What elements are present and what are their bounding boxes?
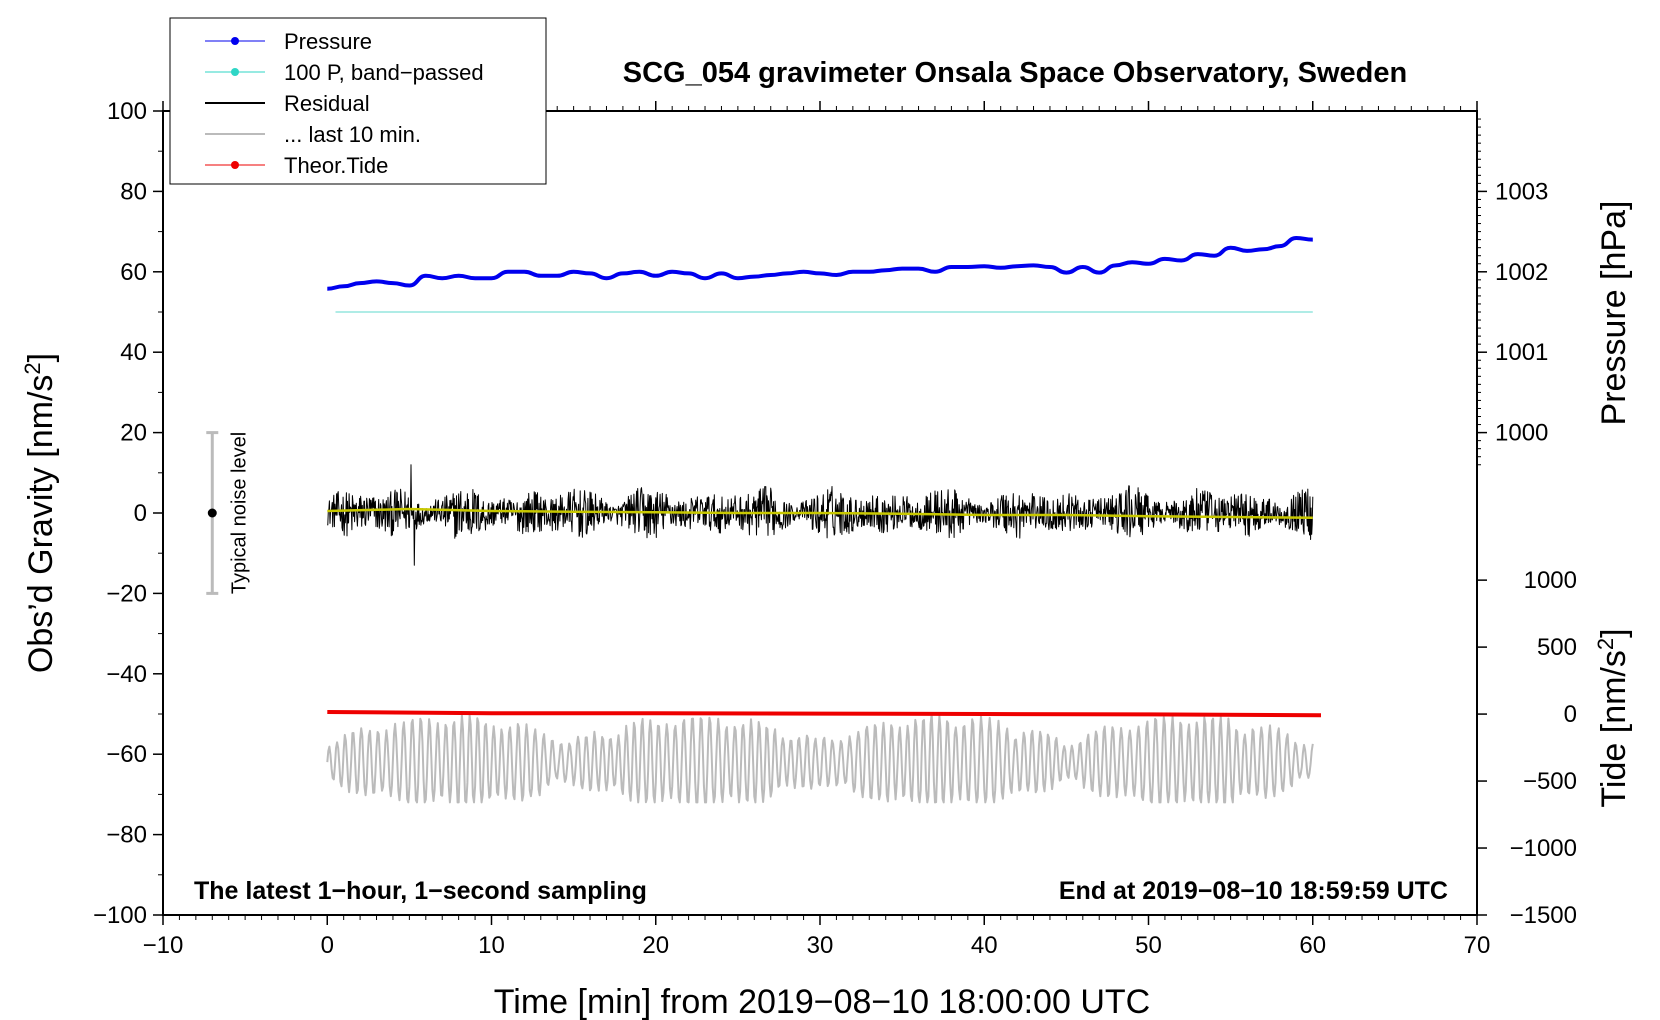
tide-tick-label: −1000 — [1510, 835, 1577, 862]
legend-label: ... last 10 min. — [284, 122, 421, 147]
legend-swatch-marker — [231, 68, 239, 76]
x-axis-title: Time [min] from 2019−08−10 18:00:00 UTC — [494, 983, 1150, 1020]
series-line-residual-smoothed — [327, 507, 1313, 520]
x-tick-label: 60 — [1299, 932, 1326, 959]
x-tick-label: 30 — [807, 932, 834, 959]
y-tick-label: 100 — [107, 98, 147, 125]
legend-swatch-marker — [231, 161, 239, 169]
noise-bar-group: Typical noise level — [206, 431, 250, 595]
x-tick-label: −10 — [143, 932, 184, 959]
tide-axis-title-close: ] — [1595, 628, 1633, 637]
y-tick-label: −100 — [93, 902, 147, 929]
pressure-axis-title: Pressure [hPa] — [1595, 201, 1633, 426]
x-tick-label: 40 — [971, 932, 998, 959]
y-tick-label: −20 — [106, 580, 147, 607]
annotation-right: End at 2019−08−10 18:59:59 UTC — [1059, 877, 1448, 905]
y-axis-left: −100 −80 −60 −40 −20 0 20 40 60 80 100 — [93, 98, 163, 929]
tide-axis-title: Tide [nm/s2] — [1593, 628, 1634, 807]
series-line-residual — [327, 464, 1314, 566]
legend-label: 100 P, band−passed — [284, 60, 484, 85]
x-tick-label: 70 — [1464, 932, 1491, 959]
y-axis-tide: −1500 −1000 −500 0 500 1000 — [1477, 567, 1577, 929]
pressure-tick-label: 1001 — [1495, 339, 1548, 366]
legend-box — [169, 17, 547, 185]
series-layer — [326, 236, 1322, 804]
series-line-theor-tide — [327, 710, 1322, 718]
chart-title: SCG_054 gravimeter Onsala Space Observat… — [623, 57, 1407, 89]
noise-label: Typical noise level — [228, 432, 250, 594]
y-tick-label: 20 — [120, 420, 147, 447]
x-axis: −10 0 10 20 30 40 50 60 70 — [143, 101, 1491, 959]
tide-axis-title-sup: 2 — [1593, 638, 1618, 650]
y-tick-label: 80 — [120, 178, 147, 205]
pressure-tick-label: 1000 — [1495, 420, 1548, 447]
annotation-left: The latest 1−hour, 1−second sampling — [194, 877, 647, 905]
x-tick-label: 10 — [478, 932, 505, 959]
series-line-last-10-min — [326, 713, 1314, 804]
y-axis-title-main: Obs’d Gravity [nm/s — [22, 375, 60, 674]
legend-label: Residual — [284, 91, 370, 116]
y-axis-title: Obs’d Gravity [nm/s2] — [20, 353, 61, 673]
y-tick-label: 0 — [134, 500, 147, 527]
legend-swatch-marker — [231, 37, 239, 45]
legend: Pressure 100 P, band−passed Residual ... la… — [169, 17, 547, 185]
y-axis-pressure: 1000 1001 1002 1003 — [1477, 118, 1548, 466]
y-tick-label: 40 — [120, 339, 147, 366]
tide-tick-label: −1500 — [1510, 902, 1577, 929]
y-tick-label: 60 — [120, 259, 147, 286]
y-tick-label: −40 — [106, 661, 147, 688]
y-axis-title-sup: 2 — [20, 362, 45, 374]
legend-label: Pressure — [284, 29, 372, 54]
x-tick-label: 0 — [321, 932, 334, 959]
tide-tick-label: −500 — [1523, 768, 1577, 795]
tide-tick-label: 0 — [1564, 701, 1577, 728]
pressure-tick-label: 1003 — [1495, 178, 1548, 205]
legend-label: Theor.Tide — [284, 153, 388, 178]
y-axis-title-close: ] — [22, 353, 60, 362]
x-tick-label: 50 — [1135, 932, 1162, 959]
series-line-pressure — [327, 236, 1313, 291]
y-tick-label: −80 — [106, 822, 147, 849]
tide-axis-title-main: Tide [nm/s — [1595, 650, 1633, 807]
tide-tick-label: 500 — [1537, 634, 1577, 661]
tide-tick-label: 1000 — [1524, 567, 1577, 594]
noise-bar-center-dot — [207, 508, 217, 518]
x-tick-label: 20 — [642, 932, 669, 959]
y-tick-label: −60 — [106, 741, 147, 768]
pressure-tick-label: 1002 — [1495, 259, 1548, 286]
